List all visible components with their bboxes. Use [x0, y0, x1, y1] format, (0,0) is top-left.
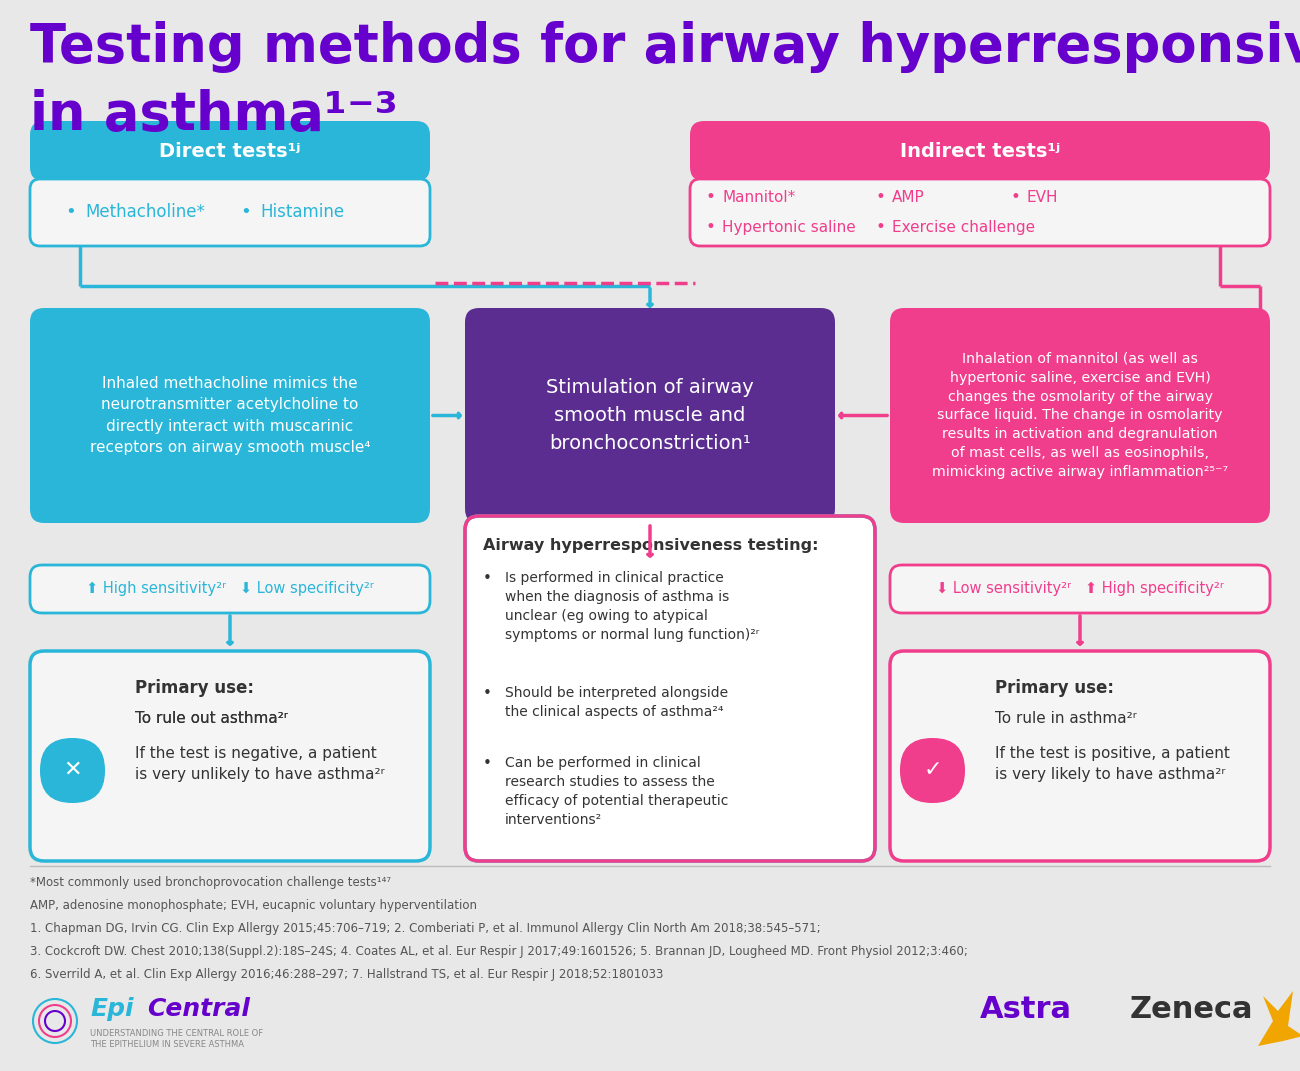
Text: AMP: AMP	[892, 190, 924, 205]
Text: •: •	[240, 203, 251, 221]
Text: •: •	[65, 203, 75, 221]
FancyBboxPatch shape	[690, 179, 1270, 246]
Text: Should be interpreted alongside
the clinical aspects of asthma²⁴: Should be interpreted alongside the clin…	[504, 687, 728, 719]
Text: Epi: Epi	[90, 997, 134, 1021]
Text: •: •	[484, 687, 491, 702]
Text: To rule in asthma²ʳ: To rule in asthma²ʳ	[994, 711, 1136, 726]
Text: Direct tests¹ʲ: Direct tests¹ʲ	[159, 141, 300, 161]
Text: Astra: Astra	[980, 995, 1072, 1024]
Text: Can be performed in clinical
research studies to assess the
efficacy of potentia: Can be performed in clinical research st…	[504, 756, 728, 827]
Text: To rule out asthma²ʳ: To rule out asthma²ʳ	[135, 711, 287, 726]
Text: Stimulation of airway
smooth muscle and
bronchoconstriction¹: Stimulation of airway smooth muscle and …	[546, 378, 754, 453]
FancyBboxPatch shape	[30, 121, 430, 181]
Text: Primary use:: Primary use:	[135, 679, 254, 697]
Text: EVH: EVH	[1027, 190, 1058, 205]
Text: AMP, adenosine monophosphate; EVH, eucapnic voluntary hyperventilation: AMP, adenosine monophosphate; EVH, eucap…	[30, 899, 477, 912]
Text: UNDERSTANDING THE CENTRAL ROLE OF
THE EPITHELIUM IN SEVERE ASTHMA: UNDERSTANDING THE CENTRAL ROLE OF THE EP…	[90, 1029, 263, 1049]
Text: Indirect tests¹ʲ: Indirect tests¹ʲ	[900, 141, 1060, 161]
Text: ⬇ Low sensitivity²ʳ   ⬆ High specificity²ʳ: ⬇ Low sensitivity²ʳ ⬆ High specificity²ʳ	[936, 582, 1223, 597]
FancyBboxPatch shape	[690, 121, 1270, 181]
Text: Is performed in clinical practice
when the diagnosis of asthma is
unclear (eg ow: Is performed in clinical practice when t…	[504, 571, 759, 642]
Text: 6. Sverrild A, et al. Clin Exp Allergy 2016;46:288–297; 7. Hallstrand TS, et al.: 6. Sverrild A, et al. Clin Exp Allergy 2…	[30, 968, 663, 981]
FancyBboxPatch shape	[891, 565, 1270, 613]
FancyBboxPatch shape	[465, 308, 835, 523]
Text: Inhaled methacholine mimics the
neurotransmitter acetylcholine to
directly inter: Inhaled methacholine mimics the neurotra…	[90, 376, 370, 455]
FancyBboxPatch shape	[465, 516, 875, 861]
Text: •: •	[1010, 188, 1020, 206]
Text: If the test is positive, a patient
is very likely to have asthma²ʳ: If the test is positive, a patient is ve…	[994, 746, 1230, 782]
Text: ✕: ✕	[64, 760, 82, 780]
Text: Zeneca: Zeneca	[1130, 995, 1253, 1024]
Text: •: •	[875, 218, 885, 236]
FancyBboxPatch shape	[891, 651, 1270, 861]
Text: Exercise challenge: Exercise challenge	[892, 220, 1035, 235]
Text: Inhalation of mannitol (as well as
hypertonic saline, exercise and EVH)
changes : Inhalation of mannitol (as well as hyper…	[932, 351, 1228, 480]
FancyBboxPatch shape	[900, 738, 965, 803]
Text: Mannitol*: Mannitol*	[722, 190, 796, 205]
Text: Methacholine*: Methacholine*	[84, 203, 205, 221]
FancyBboxPatch shape	[30, 651, 430, 861]
Text: 3. Cockcroft DW. Chest 2010;138(Suppl.2):18S–24S; 4. Coates AL, et al. Eur Respi: 3. Cockcroft DW. Chest 2010;138(Suppl.2)…	[30, 945, 968, 957]
FancyBboxPatch shape	[469, 521, 871, 857]
Text: If the test is negative, a patient
is very unlikely to have asthma²ʳ: If the test is negative, a patient is ve…	[135, 746, 385, 782]
Text: To rule out asthma²ʳ: To rule out asthma²ʳ	[135, 711, 287, 726]
Text: Airway hyperresponsiveness testing:: Airway hyperresponsiveness testing:	[484, 538, 819, 553]
Text: •: •	[705, 188, 715, 206]
FancyBboxPatch shape	[30, 179, 430, 246]
FancyBboxPatch shape	[30, 308, 430, 523]
Text: ⬆ High sensitivity²ʳ   ⬇ Low specificity²ʳ: ⬆ High sensitivity²ʳ ⬇ Low specificity²ʳ	[86, 582, 374, 597]
FancyBboxPatch shape	[891, 308, 1270, 523]
Text: •: •	[875, 188, 885, 206]
Text: •: •	[705, 218, 715, 236]
Text: Central: Central	[147, 997, 250, 1021]
Text: in asthma¹⁻³: in asthma¹⁻³	[30, 89, 398, 141]
FancyBboxPatch shape	[30, 565, 430, 613]
Polygon shape	[1258, 991, 1300, 1046]
Text: Primary use:: Primary use:	[994, 679, 1114, 697]
Text: *Most commonly used bronchoprovocation challenge tests¹⁴⁷: *Most commonly used bronchoprovocation c…	[30, 876, 391, 889]
Text: •: •	[484, 756, 491, 771]
FancyBboxPatch shape	[40, 738, 105, 803]
Text: •: •	[484, 571, 491, 586]
Text: Hypertonic saline: Hypertonic saline	[722, 220, 855, 235]
Text: 1. Chapman DG, Irvin CG. Clin Exp Allergy 2015;45:706–719; 2. Comberiati P, et a: 1. Chapman DG, Irvin CG. Clin Exp Allerg…	[30, 922, 820, 935]
Text: ✓: ✓	[923, 760, 941, 780]
Text: Histamine: Histamine	[260, 203, 344, 221]
Text: Testing methods for airway hyperresponsiveness: Testing methods for airway hyperresponsi…	[30, 21, 1300, 73]
